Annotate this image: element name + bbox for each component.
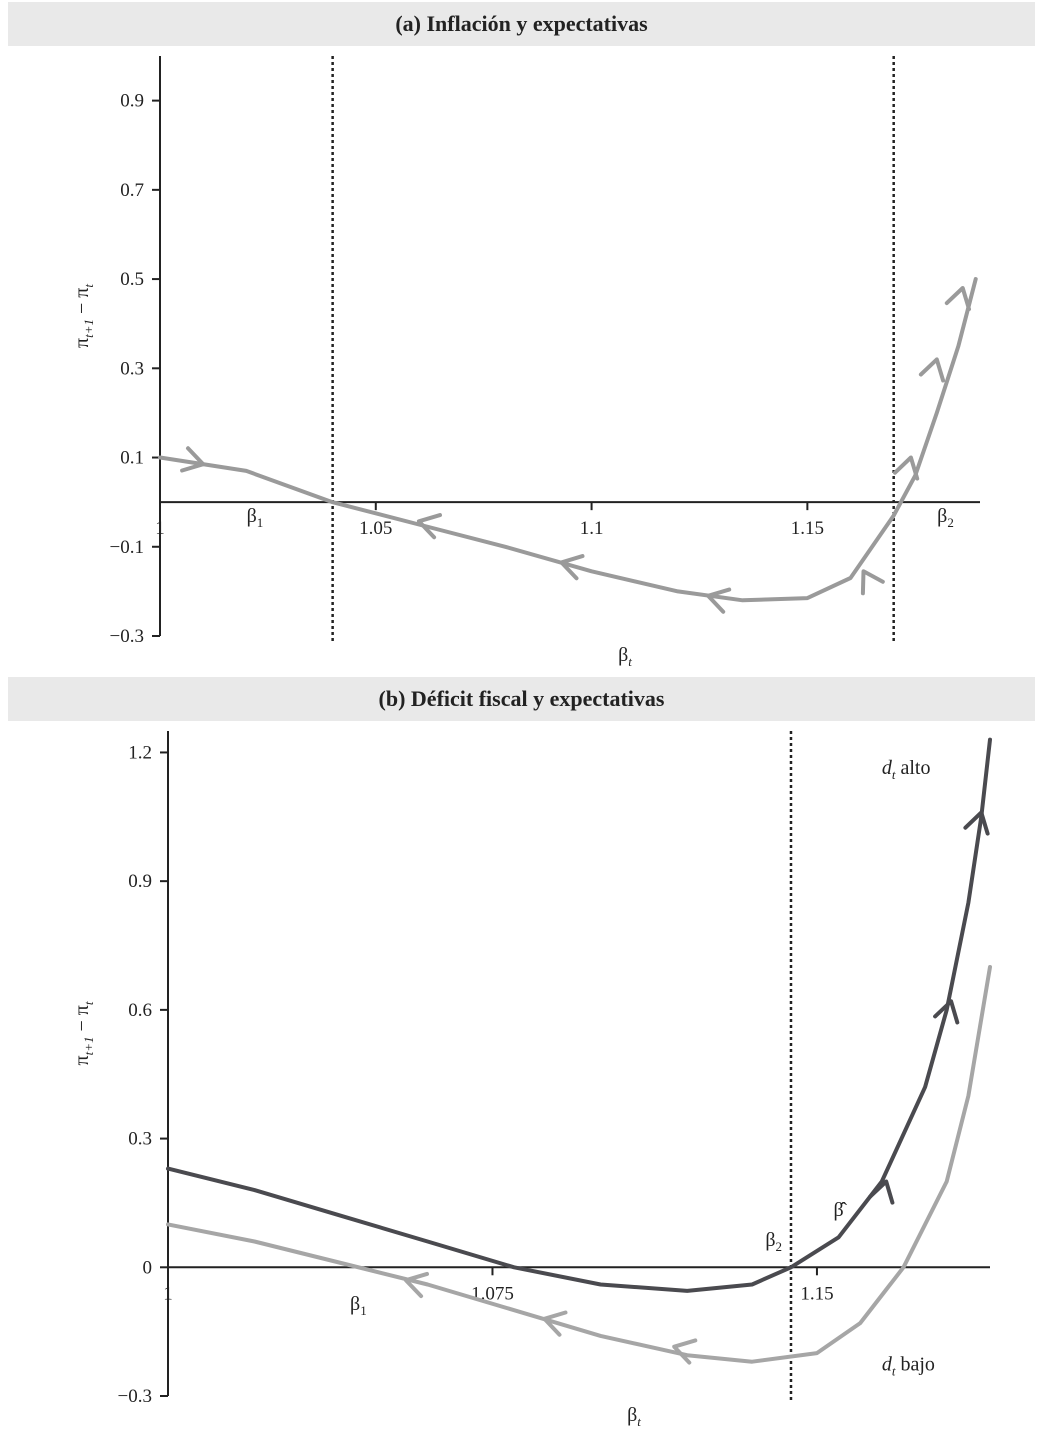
y-tick-label: 0 <box>143 1257 153 1278</box>
direction-arrow <box>860 569 885 596</box>
panel-a-title: (a) Inflación y expectativas <box>8 2 1035 46</box>
direction-arrow <box>893 455 920 481</box>
direction-arrow <box>933 999 960 1025</box>
direction-arrow <box>542 1310 568 1337</box>
y-tick-label: −0.1 <box>110 537 144 558</box>
direction-arrow <box>918 357 946 383</box>
point-label: β1 <box>350 1293 367 1318</box>
y-tick-label: 0.5 <box>120 269 144 290</box>
direction-arrow <box>403 1271 429 1299</box>
y-axis-label: πt+1 − πt <box>71 284 96 348</box>
y-tick-label: −0.3 <box>118 1386 152 1407</box>
x-tick-label: 1.1 <box>580 518 604 539</box>
y-tick-label: 0.7 <box>120 180 144 201</box>
x-tick-label: 1 <box>155 518 165 539</box>
direction-arrow <box>944 286 971 312</box>
panel-a-chart: 0.9 0.7 0.5 0.3 0.1 −0.1 −0.3 1 1.05 1.1 1.15 β1 β2 β… <box>71 56 980 669</box>
x-axis-label: βt <box>627 1404 641 1429</box>
point-label: β2 <box>937 505 954 530</box>
y-tick-label: 0.3 <box>128 1129 152 1150</box>
y-tick-label: 0.3 <box>120 358 144 379</box>
point-label: β2 <box>765 1229 782 1254</box>
x-axis-label: βt <box>618 644 632 669</box>
direction-arrow <box>672 1338 698 1365</box>
direction-arrow <box>706 587 732 614</box>
y-axis-label: πt+1 − πt <box>71 1001 96 1065</box>
point-label: β̂ <box>833 1199 847 1221</box>
direction-arrow <box>180 446 206 473</box>
series-label: dt alto <box>882 757 931 782</box>
y-tick-label: −0.3 <box>110 626 144 647</box>
series-label: dt bajo <box>882 1353 935 1378</box>
direction-arrow <box>559 554 585 581</box>
x-tick-label: 1.05 <box>359 518 392 539</box>
x-tick-label: 1 <box>163 1283 173 1304</box>
point-label: β1 <box>247 505 264 530</box>
y-tick-label: 0.9 <box>128 871 152 892</box>
x-tick-label: 1.15 <box>791 518 824 539</box>
direction-arrow <box>963 810 990 836</box>
y-tick-label: 1.2 <box>128 742 152 763</box>
y-tick-label: 0.6 <box>128 1000 152 1021</box>
y-tick-label: 0.9 <box>120 91 144 112</box>
direction-arrow <box>416 513 442 540</box>
panel-b-title: (b) Déficit fiscal y expectativas <box>8 677 1035 721</box>
series-line <box>166 737 992 1293</box>
direction-arrow <box>868 1179 895 1205</box>
x-tick-label: 1.15 <box>800 1283 833 1304</box>
series-line <box>158 277 978 603</box>
series-line <box>166 965 992 1364</box>
y-tick-label: 0.1 <box>120 448 144 469</box>
